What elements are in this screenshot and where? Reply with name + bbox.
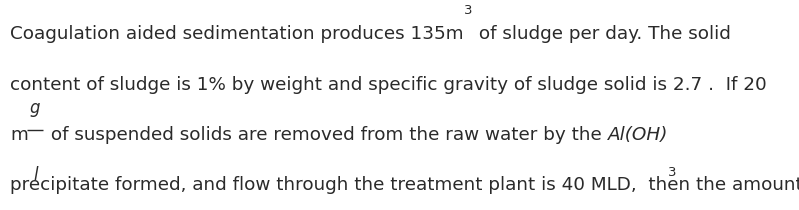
Text: 3: 3 [668, 166, 677, 179]
Text: precipitate formed, and flow through the treatment plant is 40 MLD,  then the am: precipitate formed, and flow through the… [10, 176, 799, 194]
Text: Coagulation aided sedimentation produces 135m: Coagulation aided sedimentation produces… [10, 25, 464, 43]
Text: content of sludge is 1% by weight and specific gravity of sludge solid is 2.7 . : content of sludge is 1% by weight and sp… [10, 76, 767, 94]
Text: of suspended solids are removed from the raw water by the: of suspended solids are removed from the… [46, 126, 608, 144]
Text: l: l [33, 166, 38, 184]
Text: Al(OH): Al(OH) [608, 126, 668, 144]
Text: g: g [30, 99, 41, 117]
Text: m: m [10, 126, 28, 144]
Text: 3: 3 [464, 4, 472, 17]
Text: of sludge per day. The solid: of sludge per day. The solid [472, 25, 730, 43]
